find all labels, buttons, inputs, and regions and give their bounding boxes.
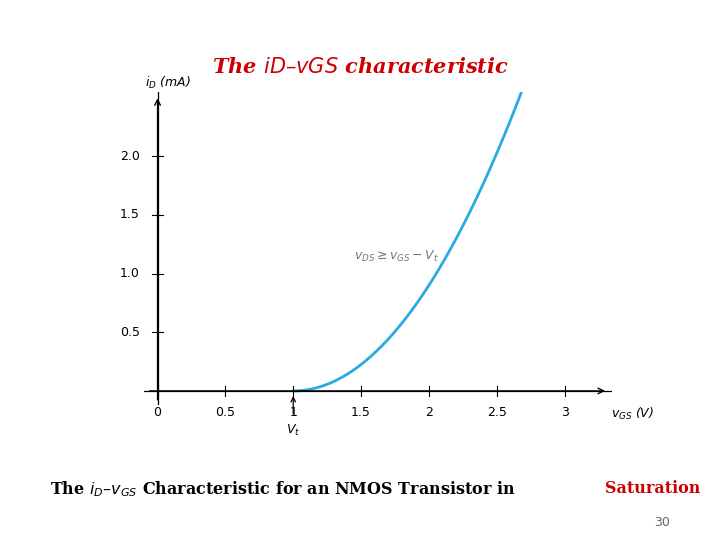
Text: The $iD$–$vGS$ characteristic: The $iD$–$vGS$ characteristic [212, 57, 508, 77]
Text: 2: 2 [425, 406, 433, 419]
Text: 3: 3 [561, 406, 569, 419]
Text: 0.5: 0.5 [215, 406, 235, 419]
Text: 1.0: 1.0 [120, 267, 140, 280]
Text: 1.5: 1.5 [351, 406, 371, 419]
Text: $v_{GS}$ (V): $v_{GS}$ (V) [611, 406, 654, 422]
Text: 1: 1 [289, 406, 297, 419]
Text: The $i_D$–$v_{GS}$ Characteristic for an NMOS Transistor in: The $i_D$–$v_{GS}$ Characteristic for an… [50, 479, 516, 498]
Text: 1.5: 1.5 [120, 208, 140, 221]
Text: 30: 30 [654, 516, 670, 529]
Text: $i_D$ (mA): $i_D$ (mA) [145, 75, 191, 91]
Text: 0: 0 [153, 406, 161, 419]
Text: 2.0: 2.0 [120, 150, 140, 163]
Text: $V_t$: $V_t$ [286, 423, 300, 438]
Text: 0.5: 0.5 [120, 326, 140, 339]
Text: Saturation: Saturation [605, 480, 700, 497]
Text: 2.5: 2.5 [487, 406, 507, 419]
Text: $v_{DS} \geq v_{GS} - V_t$: $v_{DS} \geq v_{GS} - V_t$ [354, 248, 439, 264]
